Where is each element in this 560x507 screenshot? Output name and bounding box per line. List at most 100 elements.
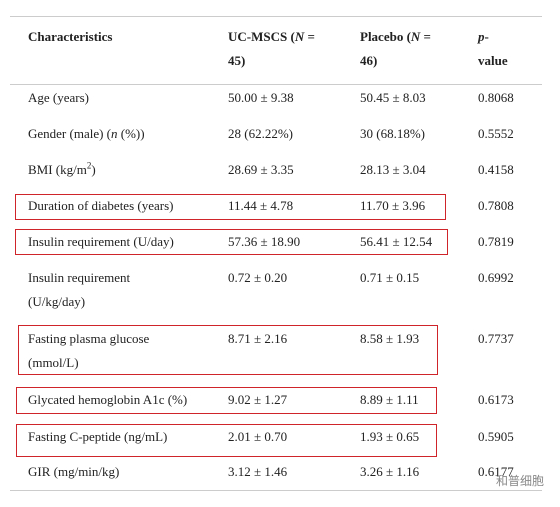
cell-text: 2 xyxy=(86,160,92,171)
cell-text: Duration of diabetes (years) xyxy=(28,198,174,213)
cell-text: 0.6992 xyxy=(478,270,514,285)
table-cell: 9.02 ± 1.27 xyxy=(228,388,287,412)
table-cell: 3.26 ± 1.16 xyxy=(360,460,419,484)
cell-text: 56.41 ± 12.54 xyxy=(360,234,433,249)
table-cell: GIR (mg/min/kg) xyxy=(28,460,119,484)
cell-text: value xyxy=(478,53,508,68)
table-cell: Gender (male) (n (%)) xyxy=(28,122,145,146)
cell-text: Characteristics xyxy=(28,29,113,44)
cell-text: 45) xyxy=(228,53,246,68)
cell-text: (%)) xyxy=(117,126,145,141)
cell-text: 0.72 ± 0.20 xyxy=(228,270,288,285)
table-cell: 11.44 ± 4.78 xyxy=(228,194,293,218)
cell-text: GIR (mg/min/kg) xyxy=(28,464,120,479)
cell-text: BMI (kg/m xyxy=(28,162,87,177)
table-cell: 0.7808 xyxy=(478,194,514,218)
table-cell: 3.12 ± 1.46 xyxy=(228,460,287,484)
table-cell: 0.6173 xyxy=(478,388,514,412)
cell-text: 0.71 ± 0.15 xyxy=(360,270,420,285)
table-cell: 50.00 ± 9.38 xyxy=(228,86,294,110)
highlight-box xyxy=(15,194,446,220)
cell-text: 3.12 ± 1.46 xyxy=(228,464,288,479)
table-cell: 8.71 ± 2.16 xyxy=(228,327,287,351)
cell-text: 0.6177 xyxy=(478,464,514,479)
cell-text: Insulin requirement xyxy=(28,270,131,285)
cell-text: Fasting plasma glucose xyxy=(28,331,150,346)
table-cell: 8.58 ± 1.93 xyxy=(360,327,419,351)
cell-text: 28.13 ± 3.04 xyxy=(360,162,426,177)
cell-text: 0.7819 xyxy=(478,234,514,249)
table-cell: 0.7737 xyxy=(478,327,514,351)
table-cell: 0.5552 xyxy=(478,122,514,146)
cell-text: 11.70 ± 3.96 xyxy=(360,198,426,213)
table-cell: BMI (kg/m2) xyxy=(28,158,96,182)
cell-text: 50.45 ± 8.03 xyxy=(360,90,426,105)
table-cell: 0.8068 xyxy=(478,86,514,110)
cell-text: 50.00 ± 9.38 xyxy=(228,90,294,105)
header-cell: UC-MSCS (N = 45) xyxy=(228,25,315,73)
highlight-box xyxy=(16,424,437,457)
cell-text: Insulin requirement (U/day) xyxy=(28,234,174,249)
table-cell: Duration of diabetes (years) xyxy=(28,194,173,218)
header-cell: Placebo (N = 46) xyxy=(360,25,431,73)
cell-text: Glycated hemoglobin A1c (%) xyxy=(28,392,188,407)
cell-text: 2.01 ± 0.70 xyxy=(228,429,288,444)
table-cell: 0.6992 xyxy=(478,266,514,290)
cell-text: 8.71 ± 2.16 xyxy=(228,331,288,346)
table-cell: 28 (62.22%) xyxy=(228,122,293,146)
cell-text: Placebo ( xyxy=(360,29,411,44)
table-cell: 56.41 ± 12.54 xyxy=(360,230,432,254)
cell-text: = xyxy=(304,29,315,44)
table-cell: 28.69 ± 3.35 xyxy=(228,158,294,182)
cell-text: 28 (62.22%) xyxy=(228,126,293,141)
table-cell: 1.93 ± 0.65 xyxy=(360,425,419,449)
cell-text: Age (years) xyxy=(28,90,89,105)
table-cell: 0.5905 xyxy=(478,425,514,449)
cell-text: Fasting C-peptide (ng/mL) xyxy=(28,429,168,444)
table-cell: 0.71 ± 0.15 xyxy=(360,266,419,290)
header-cell: Characteristics xyxy=(28,25,112,49)
bottom-rule xyxy=(10,490,542,491)
table-cell: 28.13 ± 3.04 xyxy=(360,158,426,182)
cell-text: 57.36 ± 18.90 xyxy=(228,234,301,249)
cell-text: N xyxy=(410,29,421,44)
cell-text: 9.02 ± 1.27 xyxy=(228,392,288,407)
cell-text: n xyxy=(111,126,118,141)
table-cell: 0.4158 xyxy=(478,158,514,182)
highlight-box xyxy=(16,387,437,414)
cell-text: 0.5552 xyxy=(478,126,514,141)
cell-text: 3.26 ± 1.16 xyxy=(360,464,420,479)
cell-text: 1.93 ± 0.65 xyxy=(360,429,420,444)
cell-text: 0.7737 xyxy=(478,331,514,346)
table-cell: 57.36 ± 18.90 xyxy=(228,230,300,254)
cell-text: 0.4158 xyxy=(478,162,514,177)
cell-text: 30 (68.18%) xyxy=(360,126,425,141)
watermark: 和普细胞 xyxy=(495,474,544,488)
table-cell: 11.70 ± 3.96 xyxy=(360,194,425,218)
table-cell: 8.89 ± 1.11 xyxy=(360,388,419,412)
cell-text: ) xyxy=(91,162,96,177)
cell-text: 11.44 ± 4.78 xyxy=(228,198,294,213)
cell-text: 8.89 ± 1.11 xyxy=(360,392,419,407)
highlight-box xyxy=(18,325,438,375)
table-cell: Insulin requirement (U/day) xyxy=(28,230,174,254)
cell-text: 0.5905 xyxy=(478,429,514,444)
cell-text: N xyxy=(294,29,305,44)
table-cell: Age (years) xyxy=(28,86,89,110)
cell-text: 0.7808 xyxy=(478,198,514,213)
cell-text: p xyxy=(478,29,485,44)
table-cell: Insulin requirement (U/kg/day) xyxy=(28,266,130,314)
cell-text: = xyxy=(420,29,431,44)
cell-text: Gender (male) ( xyxy=(28,126,112,141)
cell-text: (mmol/L) xyxy=(28,355,79,370)
header-cell: p- value xyxy=(478,25,508,73)
table-cell: 0.72 ± 0.20 xyxy=(228,266,287,290)
cell-text: UC-MSCS ( xyxy=(228,29,295,44)
cell-text: 0.8068 xyxy=(478,90,514,105)
cell-text: 8.58 ± 1.93 xyxy=(360,331,420,346)
table-cell: Glycated hemoglobin A1c (%) xyxy=(28,388,187,412)
table-cell: Fasting plasma glucose (mmol/L) xyxy=(28,327,149,375)
table-cell: 50.45 ± 8.03 xyxy=(360,86,426,110)
table-cell: 0.7819 xyxy=(478,230,514,254)
